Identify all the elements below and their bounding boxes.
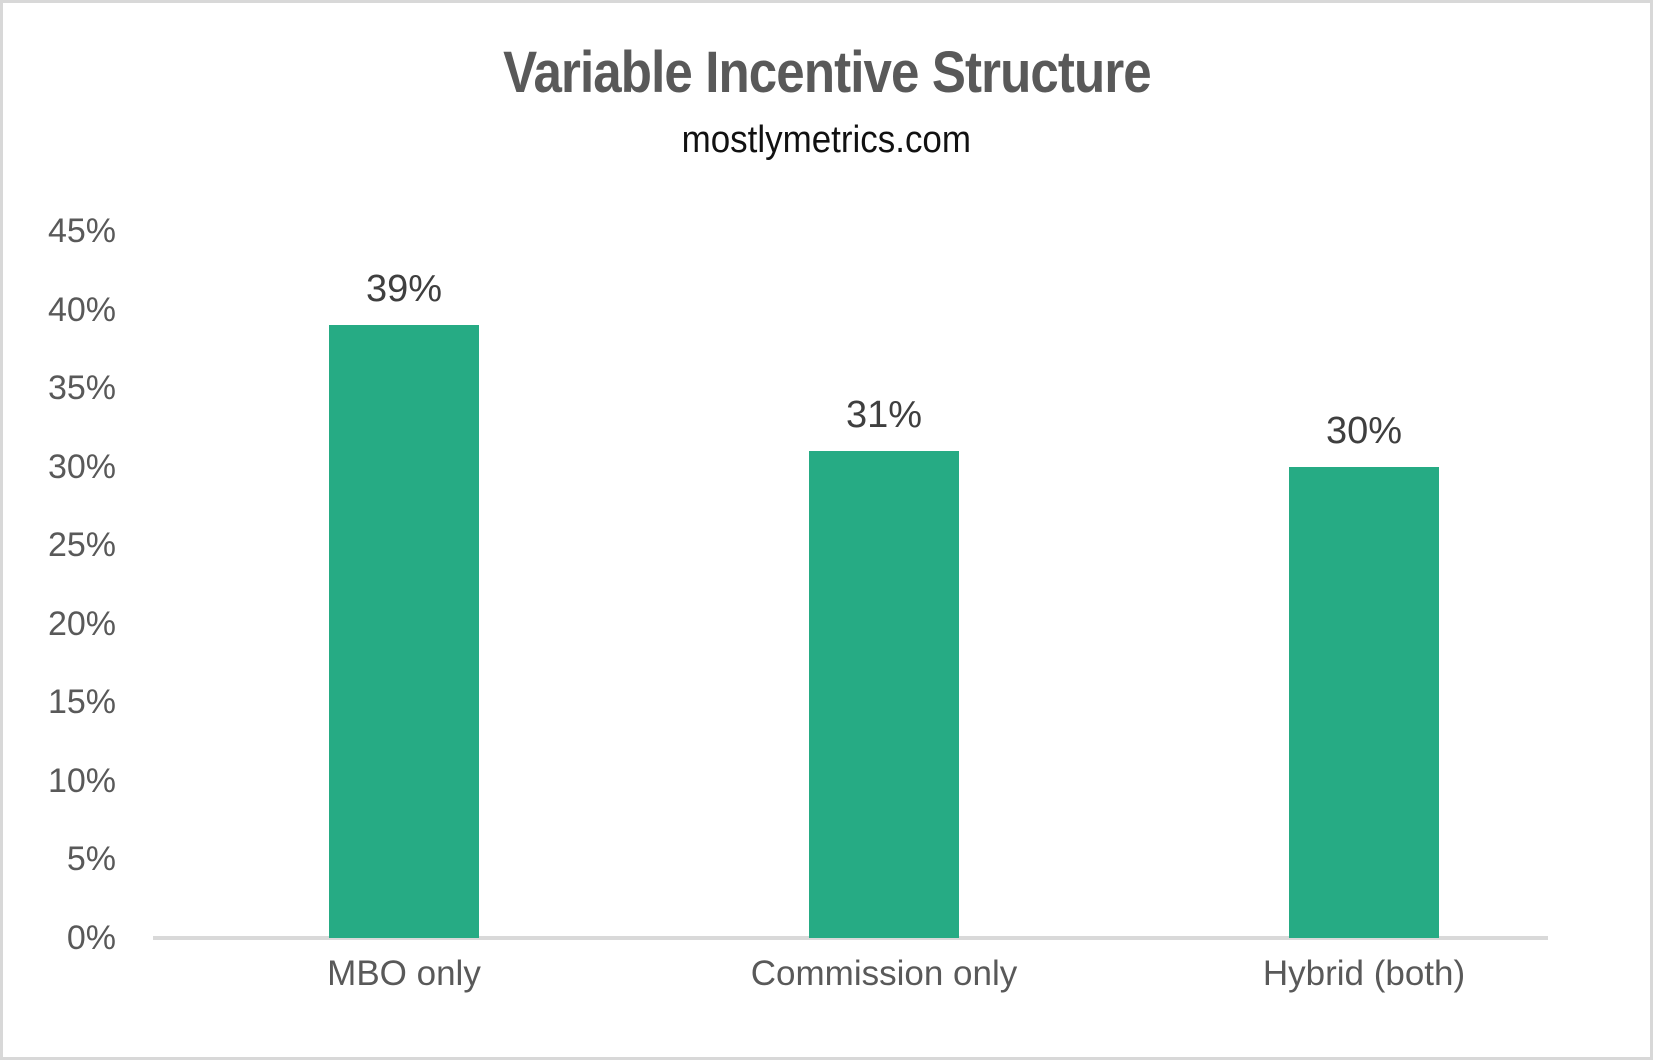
bar — [1289, 466, 1439, 938]
chart-subtitle-row: mostlymetrics.com — [3, 119, 1650, 162]
chart-title: Variable Incentive Structure — [502, 40, 1152, 105]
bar — [329, 325, 479, 938]
y-axis: 45% 40% 35% 30% 25% 20% 15% 10% 5% 0% — [3, 212, 116, 957]
y-axis-tick-label: 10% — [47, 761, 116, 800]
x-axis-line — [153, 936, 1548, 940]
y-axis-tick-label: 15% — [47, 683, 116, 722]
y-axis-tick-label: 5% — [66, 840, 116, 879]
y-axis-tick-label: 45% — [47, 212, 116, 250]
y-axis-tick-label: 0% — [66, 919, 116, 957]
bar-value-label: 39% — [365, 268, 443, 311]
x-axis-category-label: MBO only — [327, 954, 481, 993]
bar-value-label: 30% — [1325, 409, 1403, 452]
bar-value-label: 31% — [845, 393, 923, 436]
chart-title-row: Variable Incentive Structure — [3, 39, 1650, 106]
y-axis-tick-label: 25% — [47, 526, 116, 565]
plot-area: 39% MBO only 31% Commission only 30% Hybrid (… — [153, 231, 1548, 993]
bar — [809, 450, 959, 938]
chart-subtitle: mostlymetrics.com — [681, 119, 972, 161]
x-axis-category-label: Commission only — [750, 954, 1018, 993]
x-axis-category-label: Hybrid (both) — [1262, 954, 1466, 993]
y-axis-tick-label: 40% — [47, 290, 116, 329]
y-axis-tick-label: 30% — [47, 447, 116, 486]
y-axis-tick-label: 20% — [47, 604, 116, 643]
y-axis-tick-label: 35% — [47, 369, 116, 408]
